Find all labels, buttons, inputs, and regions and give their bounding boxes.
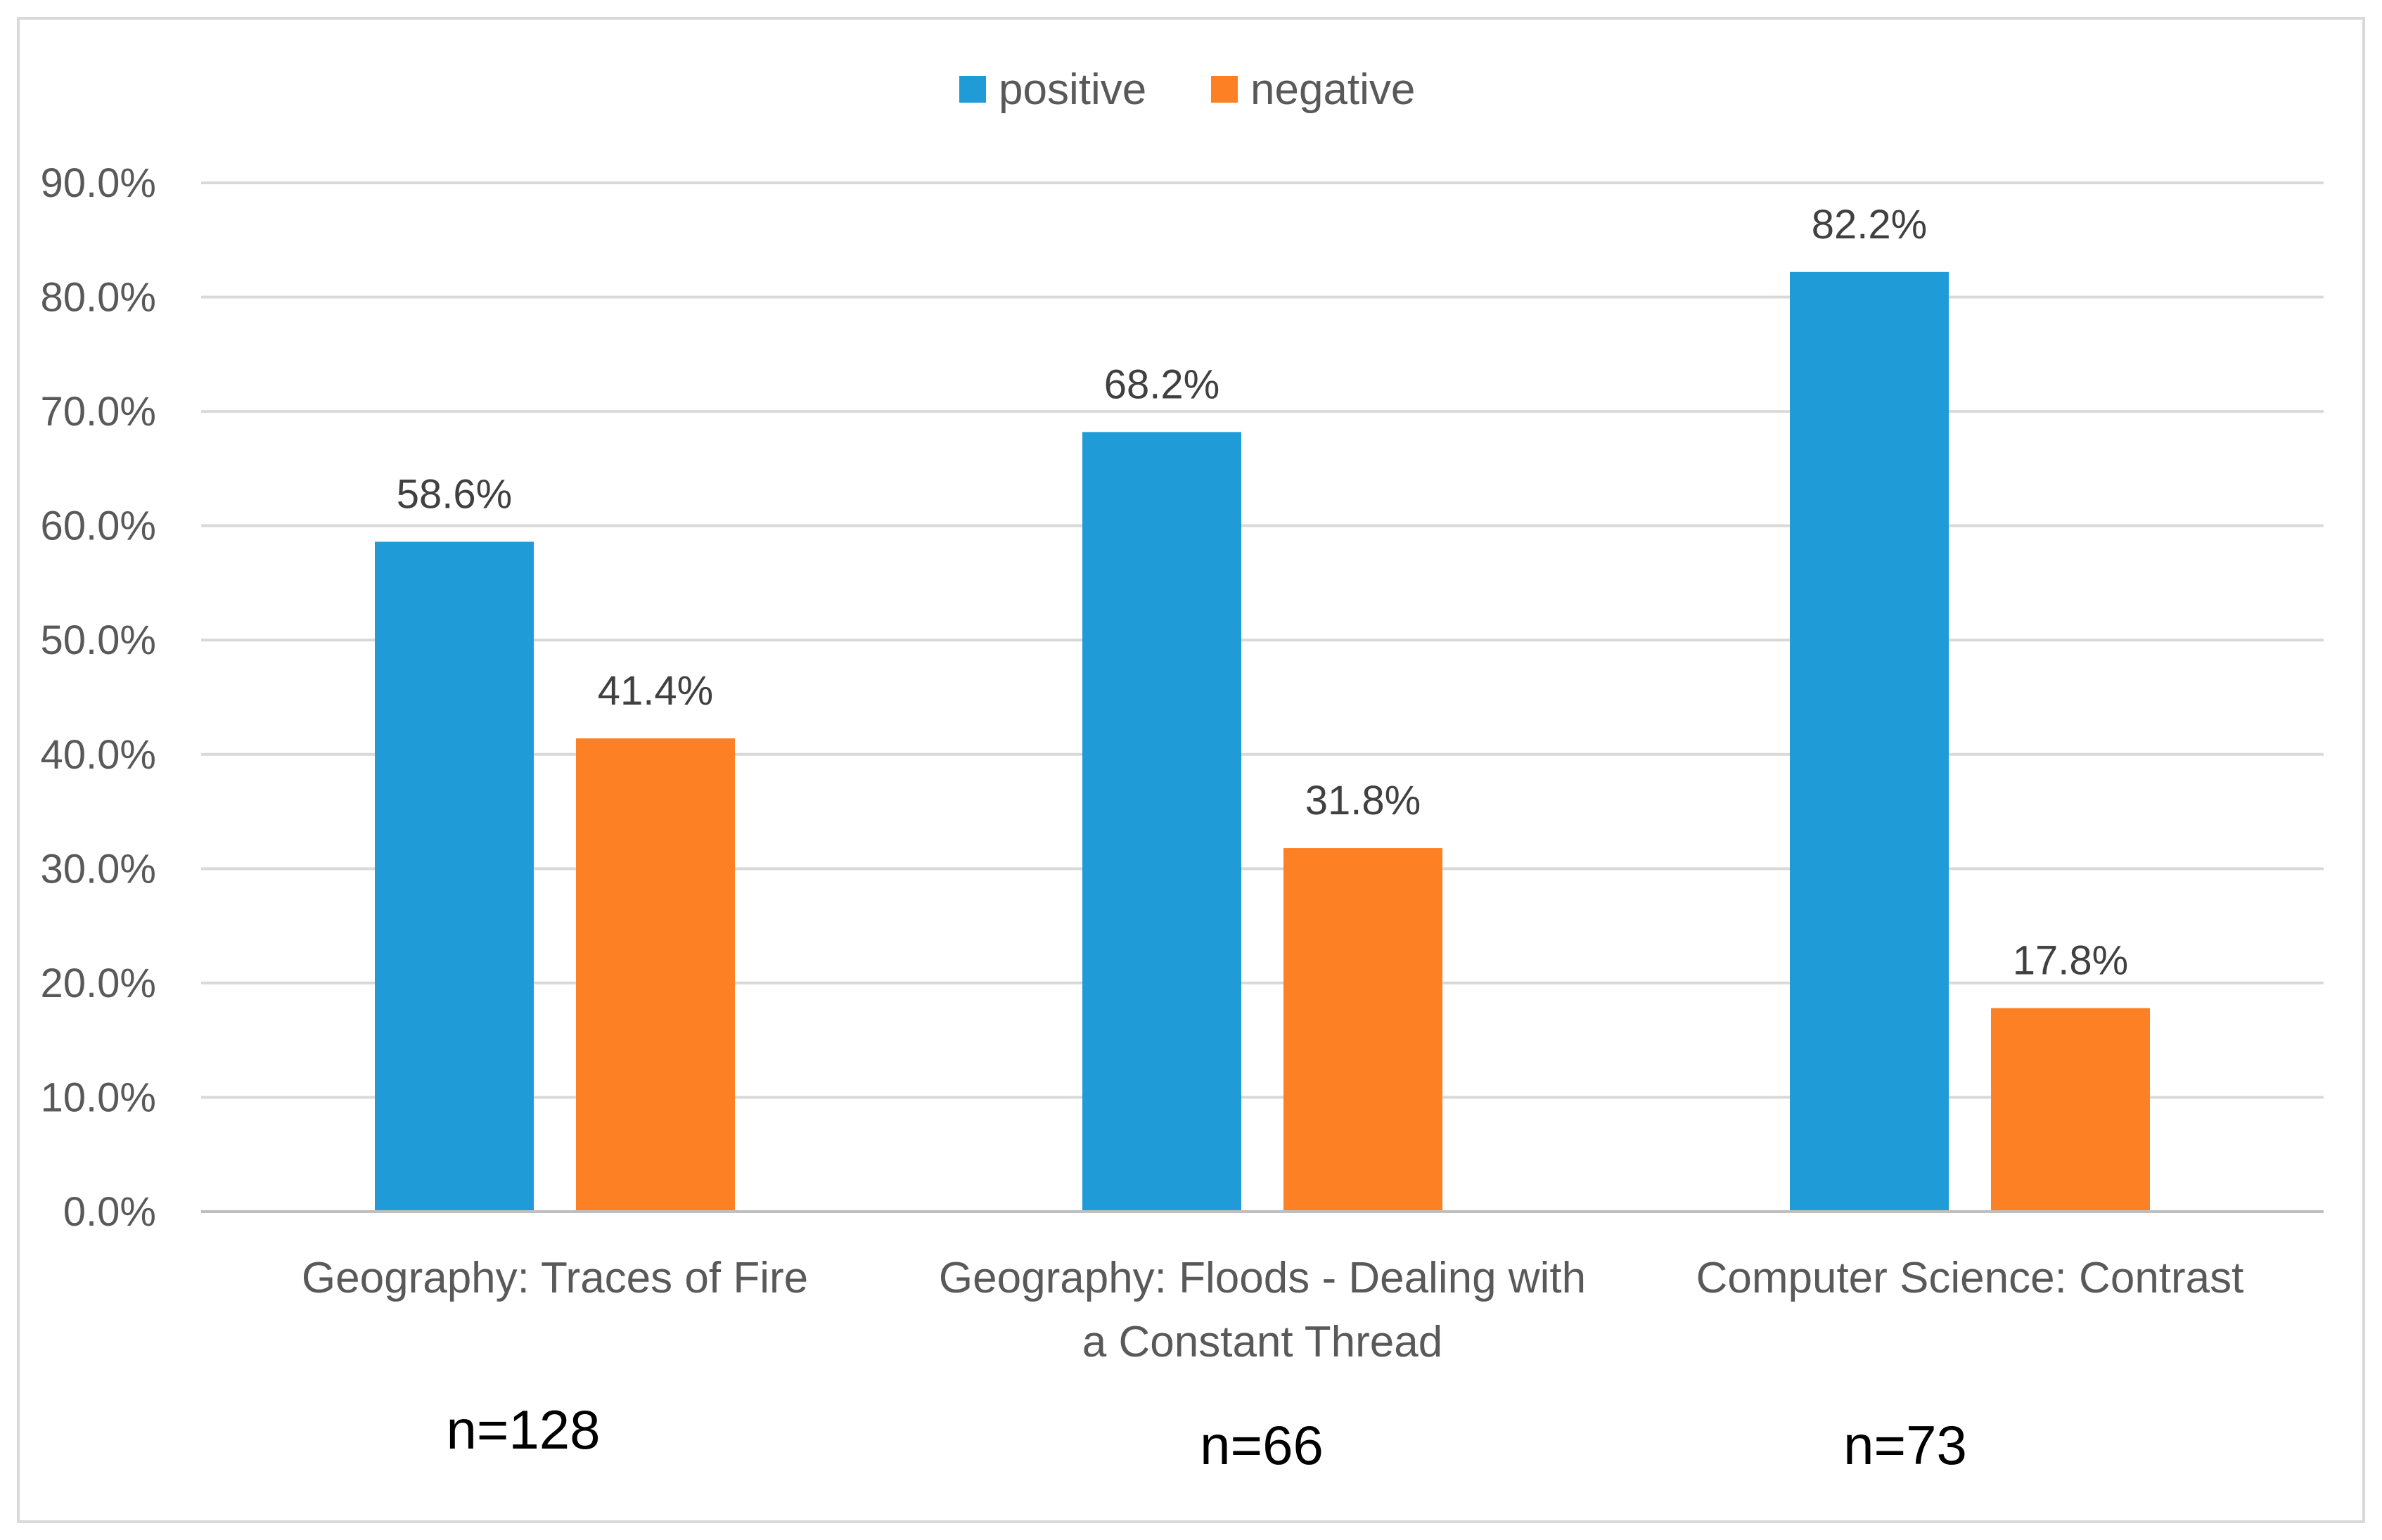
category-label: Geography: Traces of Fire [302,1254,808,1302]
bar-positive [1082,432,1241,1212]
sample-size-label: n=66 [1200,1414,1324,1476]
y-tick-label: 10.0% [41,1074,156,1120]
data-label-negative: 17.8% [2013,938,2128,984]
data-label-positive: 58.6% [397,471,512,517]
bar-negative [1991,1008,2150,1212]
legend-swatch-negative [1211,76,1238,103]
category-labels: Geography: Traces of Fire Geography: Floo… [302,1254,2244,1366]
bar-negative [1283,848,1442,1212]
y-tick-label: 20.0% [41,961,156,1006]
y-axis-ticks: 0.0% 10.0% 20.0% 30.0% 40.0% 50.0% 60.0% 70.0% 8… [41,160,156,1235]
legend: positive negative [959,65,1415,114]
y-tick-label: 40.0% [41,732,156,778]
bar-positive [375,541,534,1212]
sample-size-label: n=128 [446,1399,600,1461]
legend-label-negative: negative [1250,65,1415,114]
y-tick-label: 0.0% [63,1189,156,1235]
data-labels: 58.6% 41.4% 68.2% 31.8% 82.2% 17.8% [397,202,2128,984]
legend-label-positive: positive [999,65,1146,114]
data-label-positive: 68.2% [1104,361,1219,407]
y-tick-label: 90.0% [41,160,156,206]
category-label: a Constant Thread [1082,1318,1442,1366]
data-label-negative: 41.4% [598,668,713,714]
category-label: Computer Science: Contrast [1696,1254,2244,1302]
y-tick-label: 30.0% [41,846,156,892]
bars [375,271,2150,1212]
bar-negative [576,738,735,1212]
legend-swatch-positive [959,76,986,103]
y-tick-label: 60.0% [41,503,156,549]
y-tick-label: 80.0% [41,275,156,321]
y-tick-label: 50.0% [41,617,156,663]
bar-positive [1790,271,1949,1212]
category-label: Geography: Floods - Dealing with [939,1254,1586,1302]
data-label-negative: 31.8% [1305,778,1421,823]
sample-size-labels: n=128 n=66 n=73 [446,1399,1966,1476]
gridlines [201,181,2324,1099]
y-tick-label: 70.0% [41,389,156,435]
sample-size-label: n=73 [1843,1414,1967,1476]
data-label-positive: 82.2% [1812,202,1927,248]
